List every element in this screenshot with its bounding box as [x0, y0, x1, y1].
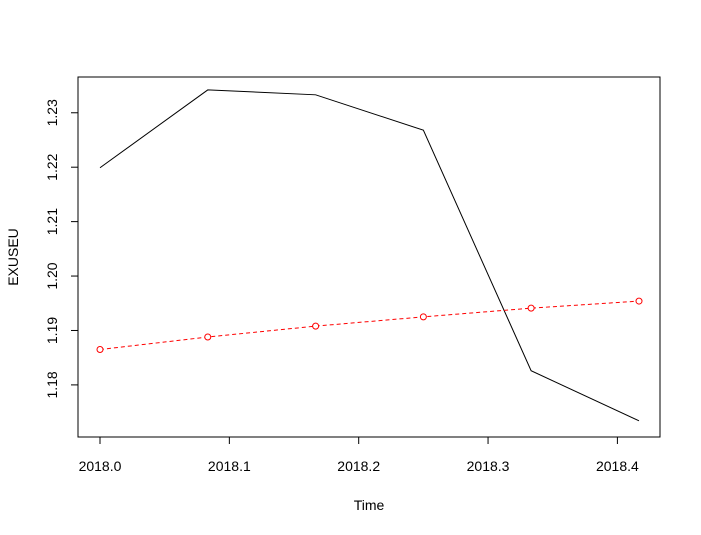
x-tick-label: 2018.0	[79, 458, 122, 474]
y-tick-label: 1.18	[44, 371, 60, 398]
series-2-point	[312, 322, 320, 330]
x-tick-label: 2018.4	[596, 458, 639, 474]
plot-frame	[77, 76, 661, 438]
series-line-1	[99, 89, 640, 422]
y-tick-label: 1.20	[44, 262, 60, 289]
y-axis: 1.18 1.19 1.20 1.21 1.22 1.23	[44, 99, 79, 399]
y-tick-label: 1.23	[44, 99, 60, 126]
series-line-2	[99, 300, 640, 351]
series-2-point	[419, 313, 427, 321]
series-layer	[96, 89, 643, 422]
y-tick-label: 1.22	[44, 153, 60, 180]
x-axis: 2018.0 2018.1 2018.2 2018.3 2018.4	[79, 436, 639, 474]
series-2-point	[204, 333, 212, 341]
x-axis-title: Time	[354, 497, 385, 513]
y-tick-label: 1.19	[44, 317, 60, 344]
y-tick-label: 1.21	[44, 208, 60, 235]
y-axis-title: EXUSEU	[5, 228, 21, 286]
series-2-point	[96, 346, 104, 354]
series-2-point	[635, 297, 643, 305]
x-tick-label: 2018.1	[208, 458, 251, 474]
x-tick-label: 2018.2	[337, 458, 380, 474]
series-2-point	[527, 304, 535, 312]
x-tick-label: 2018.3	[467, 458, 510, 474]
